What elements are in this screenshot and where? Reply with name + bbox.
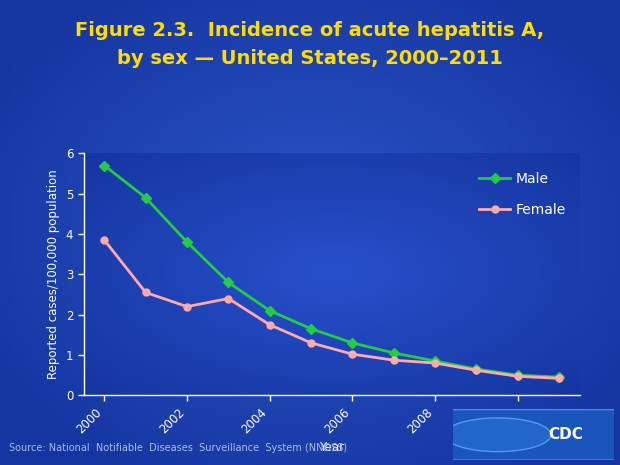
Female — [142, 290, 149, 295]
X-axis label: Year: Year — [319, 441, 344, 454]
Female — [390, 358, 397, 363]
Female — [184, 304, 191, 309]
Female — [266, 322, 273, 327]
Text: CDC: CDC — [548, 427, 583, 442]
Text: Figure 2.3.  Incidence of acute hepatitis A,: Figure 2.3. Incidence of acute hepatitis… — [76, 21, 544, 40]
FancyBboxPatch shape — [448, 409, 619, 460]
Female — [556, 376, 563, 381]
Female — [472, 367, 480, 373]
Male — [184, 239, 191, 245]
Female — [224, 296, 232, 301]
Male — [100, 163, 108, 168]
Male — [432, 358, 439, 364]
Male — [472, 366, 480, 372]
Male — [348, 340, 356, 345]
Text: by sex — United States, 2000–2011: by sex — United States, 2000–2011 — [117, 49, 503, 68]
Male — [308, 326, 315, 332]
Male — [390, 350, 397, 356]
Line: Male: Male — [101, 162, 562, 380]
Female — [432, 360, 439, 366]
Male — [142, 195, 149, 200]
Legend: Male, Female: Male, Female — [472, 165, 573, 224]
Circle shape — [445, 418, 551, 452]
Y-axis label: Reported cases/100,000 population: Reported cases/100,000 population — [47, 169, 60, 379]
Male — [556, 374, 563, 380]
Female — [348, 352, 356, 357]
Male — [266, 308, 273, 313]
Male — [224, 279, 232, 285]
Female — [100, 237, 108, 243]
Text: Source: National  Notifiable  Diseases  Surveillance  System (NNDSS): Source: National Notifiable Diseases Sur… — [9, 443, 347, 453]
Line: Female: Female — [101, 237, 562, 382]
Male — [514, 372, 521, 378]
Female — [308, 340, 315, 345]
Female — [514, 373, 521, 379]
